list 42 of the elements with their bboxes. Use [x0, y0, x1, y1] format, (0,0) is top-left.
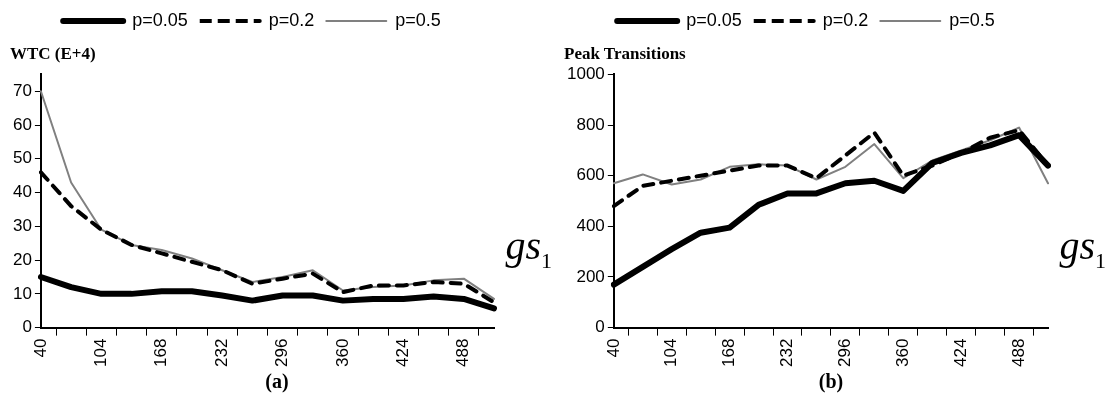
- x-tick-label: 232: [777, 338, 797, 368]
- y-tick-label: 800: [576, 114, 605, 134]
- x-tick-label: 104: [91, 338, 111, 368]
- x-tick-label: 360: [892, 338, 912, 368]
- text: (b): [817, 370, 845, 393]
- y-tick-label: 10: [12, 283, 32, 303]
- x-axis-title: gs$_{1}$: [1059, 222, 1106, 274]
- y-tick-label: 0: [22, 317, 32, 337]
- legend-label: p=0.05: [132, 9, 188, 30]
- x-tick-label: 40: [603, 338, 623, 358]
- x-axis-title: gs$_{1}$: [505, 222, 552, 274]
- legend-label: p=0.2: [268, 9, 315, 30]
- x-tick-label: 104: [661, 338, 681, 368]
- y-tick-label: 60: [12, 114, 32, 134]
- y-tick-label: 600: [576, 165, 605, 185]
- y-tick-label: 20: [12, 249, 32, 269]
- y-tick-label: 70: [12, 80, 32, 100]
- x-tick-label: 296: [835, 338, 855, 368]
- x-tick-label: 424: [950, 338, 970, 368]
- x-tick-label: 360: [332, 338, 352, 368]
- x-tick-label: 168: [151, 338, 171, 368]
- x-tick-label: 40: [30, 338, 50, 358]
- legend-label: p=0.2: [822, 9, 869, 30]
- y-tick-label: 40: [12, 182, 32, 202]
- y-tick-label: 0: [595, 317, 605, 337]
- y-tick-label: 50: [12, 148, 32, 168]
- legend-label: p=0.5: [395, 9, 441, 30]
- y-tick-label: 30: [12, 216, 32, 236]
- x-tick-label: 424: [393, 338, 413, 368]
- x-tick-label: 488: [1008, 338, 1028, 368]
- chart-title: WTC (E+4): [10, 43, 96, 63]
- x-tick-label: 488: [453, 338, 473, 368]
- y-tick-label: 1000: [566, 64, 605, 84]
- chart-title: Peak Transitions: [564, 43, 687, 63]
- legend-label: p=0.5: [949, 9, 995, 30]
- legend-label: p=0.05: [686, 9, 742, 30]
- text: (a): [264, 370, 290, 393]
- x-tick-label: 296: [272, 338, 292, 368]
- x-tick-label: 168: [719, 338, 739, 368]
- y-tick-label: 400: [576, 216, 605, 236]
- x-tick-label: 232: [211, 338, 231, 368]
- y-tick-label: 200: [576, 266, 605, 286]
